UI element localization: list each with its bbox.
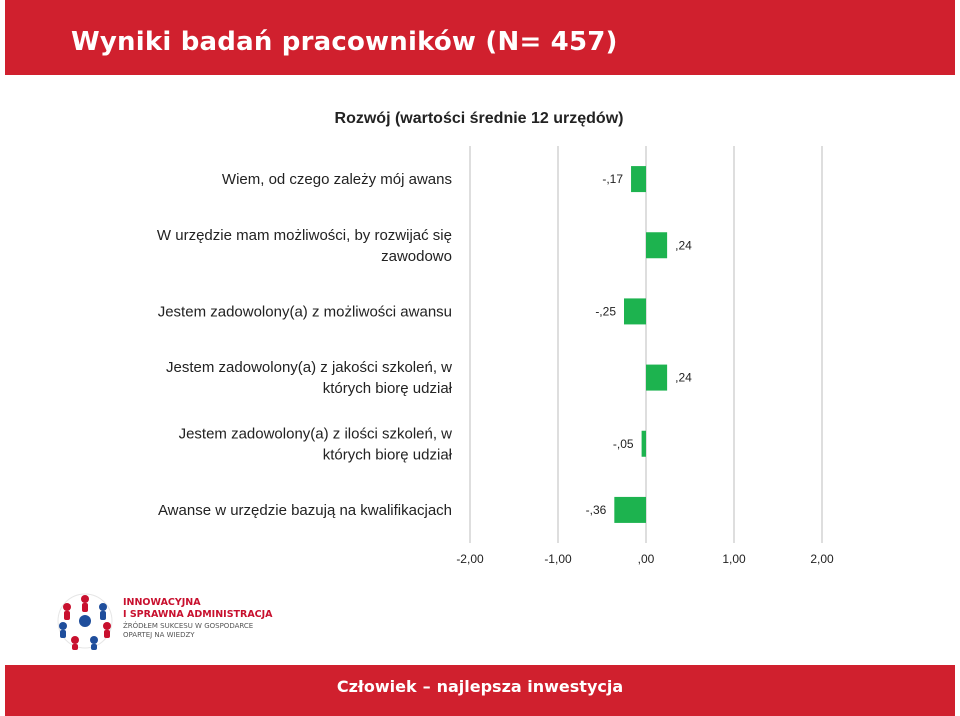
page-title: Wyniki badań pracowników (N= 457) [71,27,618,57]
category-label: Jestem zadowolony(a) z ilości szkoleń, w [179,425,453,442]
bar-chart: Rozwój (wartości średnie 12 urzędów) -2,0… [157,110,834,566]
footer-bar: Człowiek – najlepsza inwestycja [5,665,955,716]
logo-line-1: INNOWACYJNA [123,597,201,608]
bar [631,166,646,193]
bar [646,364,668,391]
data-label: -,17 [602,172,623,186]
logo: INNOWACYJNA I SPRAWNA ADMINISTRACJA ŹRÓD… [54,590,344,650]
category-label: których biorę udział [323,446,453,463]
footer-slogan: Człowiek – najlepsza inwestycja [5,677,955,696]
data-label: ,24 [675,371,692,385]
x-tick-label: -1,00 [544,552,572,566]
data-label: -,25 [595,304,616,318]
logo-line-4: OPARTEJ NA WIEDZY [123,631,195,639]
category-label: zawodowo [381,248,452,265]
bar [614,496,646,523]
category-label: których biorę udział [323,380,453,397]
x-tick-label: 2,00 [810,552,834,566]
category-label: Jestem zadowolony(a) z jakości szkoleń, … [166,359,452,376]
logo-line-2: I SPRAWNA ADMINISTRACJA [123,609,273,620]
category-label: Awanse w urzędzie bazują na kwalifikacja… [158,502,452,519]
category-label: W urzędzie mam możliwości, by rozwijać s… [157,227,452,244]
bar [641,430,646,457]
category-label: Wiem, od czego zależy mój awans [222,171,452,188]
slogan-dash: – [422,677,431,696]
x-tick-label: -2,00 [456,552,484,566]
data-label: -,05 [613,437,634,451]
data-label: ,24 [675,238,692,252]
slogan-part-1: Człowiek [336,677,417,696]
logo-emblem-icon [57,593,113,650]
bar [624,298,646,325]
chart-title: Rozwój (wartości średnie 12 urzędów) [335,110,624,127]
x-tick-label: ,00 [638,552,655,566]
category-label: Jestem zadowolony(a) z możliwości awansu [158,303,452,320]
x-tick-label: 1,00 [722,552,746,566]
data-label: -,36 [586,503,607,517]
slogan-part-2: najlepsza inwestycja [436,677,624,696]
logo-line-3: ŹRÓDŁEM SUKCESU W GOSPODARCE [123,622,254,630]
bar [646,232,668,259]
header-bar: Wyniki badań pracowników (N= 457) [5,0,955,75]
